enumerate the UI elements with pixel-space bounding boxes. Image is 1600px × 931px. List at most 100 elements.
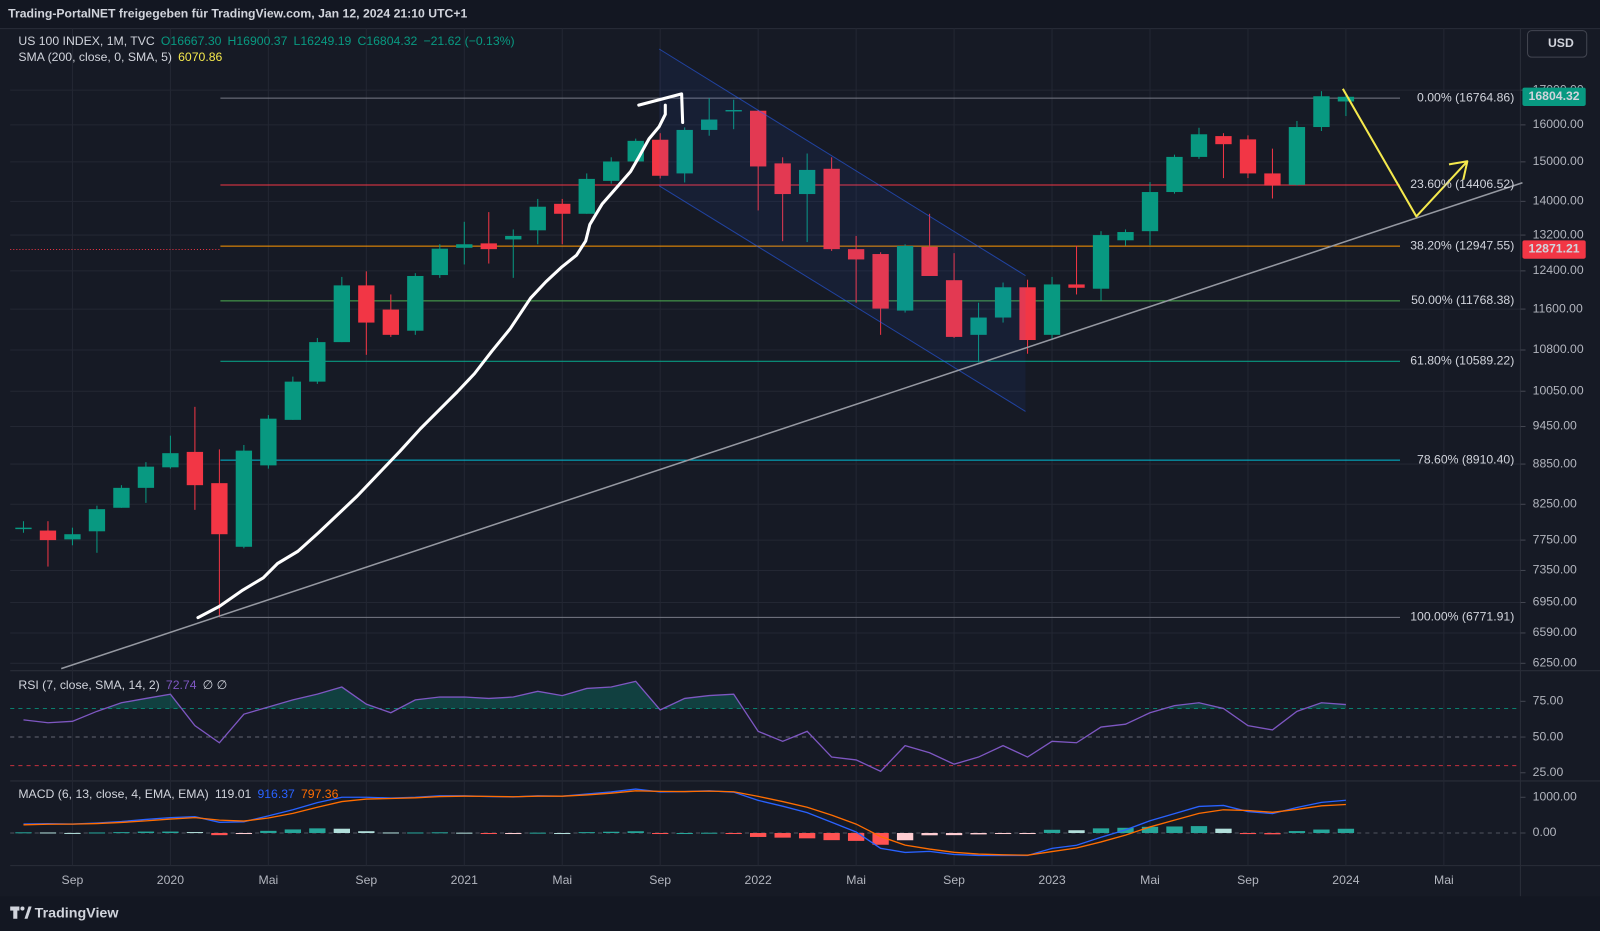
candle-body bbox=[162, 453, 179, 468]
candle-body bbox=[847, 249, 865, 260]
candle-body bbox=[921, 246, 938, 276]
x-tick-label: Mai bbox=[846, 873, 866, 887]
hand-drawn-arrow bbox=[196, 103, 667, 620]
y-tick-label: 50.00 bbox=[1533, 729, 1564, 743]
candle-body bbox=[480, 243, 497, 250]
fib-label: 50.00% (11768.38) bbox=[1411, 293, 1514, 307]
y-tick-label: 10800.00 bbox=[1533, 342, 1584, 356]
y-tick-label: 8250.00 bbox=[1533, 497, 1577, 511]
histogram-bar bbox=[137, 831, 155, 833]
arrow-head bbox=[1448, 160, 1469, 180]
histogram-bar bbox=[847, 833, 865, 841]
candle-body bbox=[554, 203, 571, 214]
ohlc-value: O16667.30 bbox=[161, 34, 222, 48]
histogram-bar bbox=[456, 832, 473, 834]
footer-brand: TradingView bbox=[35, 905, 120, 921]
candle-body bbox=[676, 129, 693, 174]
histogram-bar bbox=[1092, 828, 1110, 833]
histogram-bar bbox=[186, 832, 204, 834]
histogram-bar bbox=[1068, 830, 1085, 833]
histogram-bar bbox=[480, 833, 497, 835]
candle-body bbox=[750, 110, 767, 167]
histogram-bar bbox=[1288, 831, 1306, 833]
candle-body bbox=[15, 527, 32, 530]
candle-body bbox=[1215, 136, 1232, 145]
histogram-bar bbox=[505, 833, 522, 835]
histogram-bar bbox=[382, 832, 399, 834]
candle-body bbox=[39, 530, 57, 541]
indicator-title: RSI (7, close, SMA, 14, 2) bbox=[18, 678, 159, 692]
price-tag-label: 12871.21 bbox=[1529, 242, 1580, 256]
symbol-title: US 100 INDEX, 1M, TVC bbox=[18, 34, 155, 48]
price-tag bbox=[1522, 240, 1586, 259]
candle-body bbox=[211, 483, 228, 535]
currency-label[interactable]: USD bbox=[1548, 36, 1574, 50]
signal-value: 797.36 bbox=[301, 787, 339, 801]
histogram-value: 119.01 bbox=[215, 787, 252, 801]
candle-body bbox=[260, 418, 277, 466]
x-tick-label: Sep bbox=[1237, 873, 1259, 887]
histogram-bar bbox=[15, 832, 32, 834]
histogram-bar bbox=[627, 831, 644, 833]
y-tick-label: 75.00 bbox=[1533, 694, 1564, 708]
candle-body bbox=[1141, 192, 1159, 232]
histogram-bar bbox=[309, 828, 326, 833]
histogram-bar bbox=[554, 833, 571, 835]
histogram-bar bbox=[921, 833, 938, 836]
histogram-bar bbox=[676, 833, 693, 835]
candle-body bbox=[309, 342, 326, 382]
indicator-extra: ∅ ∅ bbox=[203, 678, 228, 692]
overbought-fill bbox=[23, 681, 1346, 709]
logo-part bbox=[24, 906, 32, 919]
x-tick-label: Mai bbox=[259, 873, 279, 887]
y-tick-label: 10050.00 bbox=[1533, 383, 1584, 397]
candle-body bbox=[1117, 232, 1134, 241]
candle-body bbox=[578, 178, 595, 214]
candle-body bbox=[113, 487, 130, 508]
candle-body bbox=[88, 509, 106, 532]
fib-label: 0.00% (16764.86) bbox=[1417, 90, 1514, 104]
histogram-bar bbox=[1190, 826, 1208, 833]
fib-label: 78.60% (8910.40) bbox=[1417, 452, 1514, 466]
histogram-bar bbox=[1019, 833, 1036, 835]
logo-part bbox=[20, 906, 25, 911]
macd-value: 916.37 bbox=[257, 787, 295, 801]
histogram-bar bbox=[970, 833, 987, 835]
candle-body bbox=[431, 248, 448, 276]
histogram-bar bbox=[1264, 833, 1281, 835]
x-tick-label: 2021 bbox=[451, 873, 478, 887]
candle-body bbox=[358, 285, 375, 323]
candle-body bbox=[1068, 284, 1085, 288]
x-tick-label: Mai bbox=[552, 873, 572, 887]
candle-body bbox=[872, 254, 889, 309]
header-bar bbox=[0, 0, 1600, 29]
candle-body bbox=[823, 168, 840, 250]
currency-button[interactable] bbox=[1527, 30, 1588, 58]
fib-label: 38.20% (12947.55) bbox=[1410, 238, 1514, 252]
histogram-bar bbox=[945, 833, 963, 836]
candle-body bbox=[725, 110, 742, 112]
histogram-bar bbox=[162, 831, 179, 833]
ohlc-value: C16804.32 bbox=[357, 34, 417, 48]
channel-line bbox=[658, 48, 1026, 277]
histogram-bar bbox=[774, 833, 791, 838]
x-tick-label: Sep bbox=[649, 873, 671, 887]
y-tick-label: 14000.00 bbox=[1533, 194, 1584, 208]
trend-line bbox=[60, 182, 1523, 670]
ohlc-value: L16249.19 bbox=[294, 34, 352, 48]
candle-body bbox=[284, 381, 302, 420]
histogram-bar bbox=[798, 833, 816, 839]
candle-body bbox=[945, 280, 963, 337]
price-tag bbox=[1522, 87, 1586, 106]
y-tick-label: 7750.00 bbox=[1533, 532, 1577, 546]
histogram-bar bbox=[358, 831, 375, 833]
x-tick-label: Mai bbox=[1434, 873, 1454, 887]
arrow-head bbox=[637, 92, 685, 125]
y-tick-label: 12400.00 bbox=[1533, 263, 1584, 277]
histogram-bar bbox=[823, 833, 840, 841]
candle-body bbox=[1264, 173, 1281, 186]
histogram-bar bbox=[260, 830, 277, 833]
histogram-bar bbox=[896, 833, 914, 841]
candle-body bbox=[896, 246, 914, 311]
